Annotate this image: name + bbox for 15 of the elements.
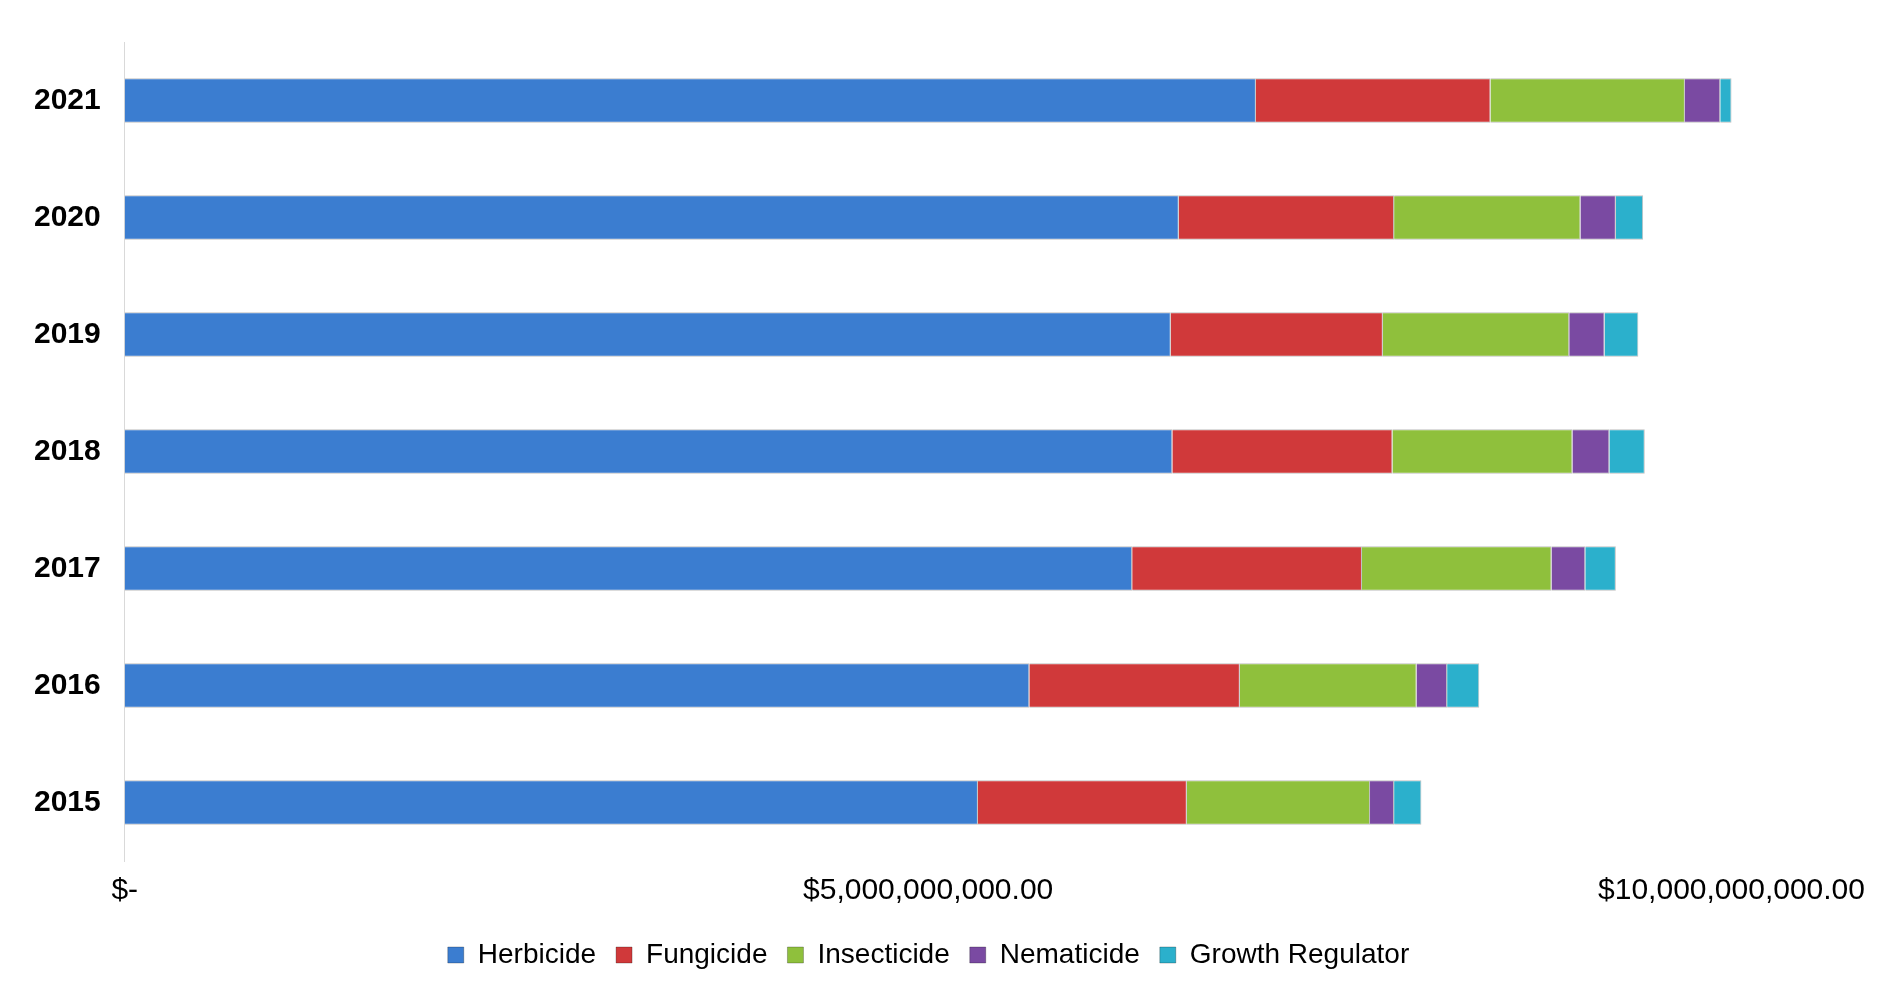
y-tick-label: 2015	[33, 783, 101, 817]
legend-label: Growth Regulator	[1189, 937, 1410, 969]
y-tick-label: 2021	[33, 81, 101, 115]
y-tick-label: 2017	[33, 549, 101, 583]
legend-label: Herbicide	[477, 937, 597, 969]
x-tick-label: $10,000,000,000.00	[1598, 872, 1866, 906]
y-tick-label: 2018	[33, 432, 101, 466]
legend-label: Insecticide	[817, 937, 950, 969]
x-tick-label: $-	[111, 872, 139, 906]
y-tick-label: 2020	[33, 198, 101, 232]
y-tick-label: 2016	[33, 666, 101, 700]
legend-label: Nematicide	[999, 937, 1140, 969]
legend-label: Fungicide	[646, 937, 768, 969]
x-tick-label: $5,000,000,000.00	[803, 872, 1054, 906]
y-tick-label: 2019	[33, 315, 101, 349]
